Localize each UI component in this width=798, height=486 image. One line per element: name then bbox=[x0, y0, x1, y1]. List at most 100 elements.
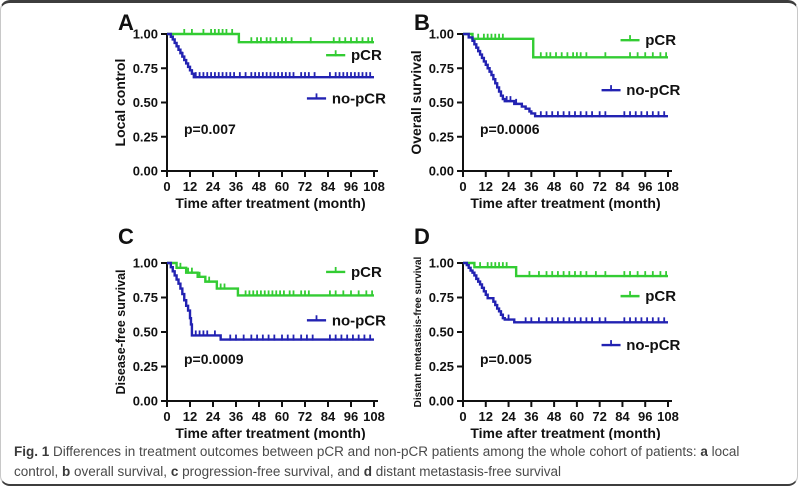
legend-no-pcr: no-pCR bbox=[306, 90, 386, 107]
x-tick-label: 36 bbox=[524, 179, 538, 194]
y-tick-label: 0.25 bbox=[429, 129, 454, 144]
x-tick-label: 36 bbox=[229, 179, 243, 194]
x-tick-label: 48 bbox=[252, 409, 266, 424]
y-tick-label: 0.00 bbox=[429, 164, 454, 179]
x-axis-title: Time after treatment (month) bbox=[470, 425, 660, 440]
x-tick-label: 108 bbox=[363, 179, 385, 194]
y-tick-label: 0.50 bbox=[429, 95, 454, 110]
caption-segment: Fig. 1 bbox=[14, 444, 50, 459]
y-tick-label: 0.50 bbox=[133, 95, 158, 110]
x-tick-label: 96 bbox=[344, 179, 358, 194]
legend-label: no-pCR bbox=[626, 337, 680, 354]
y-tick-label: 0.25 bbox=[133, 359, 158, 374]
x-tick-label: 12 bbox=[479, 409, 493, 424]
legend-label: pCR bbox=[645, 288, 676, 305]
x-tick-label: 108 bbox=[363, 409, 385, 424]
x-tick-label: 96 bbox=[344, 409, 358, 424]
x-tick-label: 48 bbox=[547, 409, 561, 424]
censor-ticks-pcr bbox=[477, 33, 668, 59]
x-tick-label: 72 bbox=[592, 179, 606, 194]
km-curve-pcr bbox=[167, 261, 374, 297]
km-plots-area: 0.00 0.25 0.50 0.75 1.00 0 12 24 36 48 60 72 84 96 108… bbox=[1, 3, 797, 441]
y-tick-label: 0.00 bbox=[133, 164, 158, 179]
x-axis-title: Time after treatment (month) bbox=[175, 425, 365, 440]
y-axis-title: Overall survival bbox=[408, 50, 424, 154]
panel-letter: C bbox=[118, 224, 134, 249]
km-curve-no-pcr bbox=[463, 261, 668, 324]
legend-no-pcr: no-pCR bbox=[601, 82, 681, 99]
panel-A: 0.00 0.25 0.50 0.75 1.00 0 12 24 36 48 60 72 84 96 108… bbox=[112, 10, 386, 211]
panel-letter: A bbox=[118, 10, 134, 35]
x-tick-label: 36 bbox=[229, 409, 243, 424]
caption-segment: a bbox=[700, 444, 708, 459]
caption-segment: c bbox=[170, 464, 179, 479]
legend-no-pcr: no-pCR bbox=[601, 337, 681, 354]
caption-segment: Differences in treatment outcomes betwee… bbox=[49, 444, 701, 459]
x-tick-label: 24 bbox=[501, 179, 516, 194]
x-tick-label: 36 bbox=[524, 409, 538, 424]
x-tick-label: 108 bbox=[657, 179, 679, 194]
x-tick-label: 84 bbox=[321, 179, 336, 194]
x-tick-label: 0 bbox=[163, 179, 170, 194]
y-tick-label: 0.00 bbox=[133, 394, 158, 409]
x-tick-label: 60 bbox=[275, 179, 289, 194]
p-value-label: p=0.0009 bbox=[184, 351, 244, 367]
censor-ticks-pcr bbox=[183, 29, 373, 44]
caption-segment: distant metastasis-free survival bbox=[371, 464, 562, 479]
censor-ticks-no-pcr bbox=[507, 314, 666, 324]
y-tick-label: 0.25 bbox=[429, 359, 454, 374]
figure-caption: Fig. 1 Differences in treatment outcomes… bbox=[1, 440, 797, 482]
caption-segment: local control, bbox=[14, 444, 740, 479]
p-value-label: p=0.0006 bbox=[480, 121, 540, 137]
x-tick-label: 60 bbox=[570, 409, 584, 424]
x-tick-label: 72 bbox=[298, 179, 312, 194]
y-tick-label: 0.75 bbox=[133, 290, 158, 305]
y-axis-title: Disease-free survival bbox=[114, 269, 128, 394]
km-curve-no-pcr bbox=[167, 261, 374, 341]
censor-ticks-pcr bbox=[479, 262, 668, 278]
censor-ticks-no-pcr bbox=[181, 51, 372, 79]
legend-label: no-pCR bbox=[332, 312, 386, 329]
x-tick-label: 108 bbox=[657, 409, 679, 424]
caption-segment: overall survival, bbox=[70, 464, 171, 479]
legend-pcr: pCR bbox=[326, 47, 382, 64]
y-tick-label: 1.00 bbox=[133, 256, 158, 271]
y-tick-label: 0.75 bbox=[429, 290, 454, 305]
caption-segment: progression-free survival, and bbox=[178, 464, 364, 479]
x-axis-title: Time after treatment (month) bbox=[175, 195, 365, 211]
y-tick-label: 1.00 bbox=[133, 27, 158, 42]
x-tick-label: 0 bbox=[459, 409, 466, 424]
y-tick-label: 0.75 bbox=[133, 61, 158, 76]
km-curve-no-pcr bbox=[463, 32, 668, 118]
censor-ticks-pcr bbox=[179, 262, 373, 297]
caption-segment: b bbox=[62, 464, 71, 479]
legend-label: no-pCR bbox=[332, 90, 386, 107]
censor-ticks-no-pcr bbox=[185, 300, 372, 341]
panel-C: 0.00 0.25 0.50 0.75 1.00 0 12 24 36 48 60 72 84 96 108… bbox=[114, 224, 386, 441]
censor-ticks-no-pcr bbox=[505, 96, 666, 118]
caption-segment: d bbox=[363, 464, 372, 479]
x-tick-label: 60 bbox=[275, 409, 289, 424]
legend-pcr: pCR bbox=[326, 264, 382, 281]
y-tick-label: 0.75 bbox=[429, 61, 454, 76]
panel-letter: D bbox=[414, 224, 430, 249]
legend-label: pCR bbox=[351, 47, 382, 64]
legend-no-pcr: no-pCR bbox=[306, 312, 386, 329]
x-tick-label: 84 bbox=[615, 409, 630, 424]
y-tick-label: 0.00 bbox=[429, 394, 454, 409]
x-tick-label: 60 bbox=[570, 179, 584, 194]
x-tick-label: 48 bbox=[252, 179, 266, 194]
p-value-label: p=0.007 bbox=[184, 121, 236, 137]
x-tick-label: 96 bbox=[638, 179, 652, 194]
x-tick-label: 12 bbox=[479, 179, 493, 194]
y-tick-label: 0.50 bbox=[133, 325, 158, 340]
x-tick-label: 96 bbox=[638, 409, 652, 424]
legend-label: pCR bbox=[645, 32, 676, 49]
x-tick-label: 48 bbox=[547, 179, 561, 194]
x-tick-label: 24 bbox=[206, 409, 221, 424]
x-tick-label: 24 bbox=[206, 179, 221, 194]
p-value-label: p=0.005 bbox=[480, 351, 532, 367]
y-axis-title: Distant metastasis-free survival bbox=[413, 256, 424, 407]
axes bbox=[462, 263, 672, 402]
